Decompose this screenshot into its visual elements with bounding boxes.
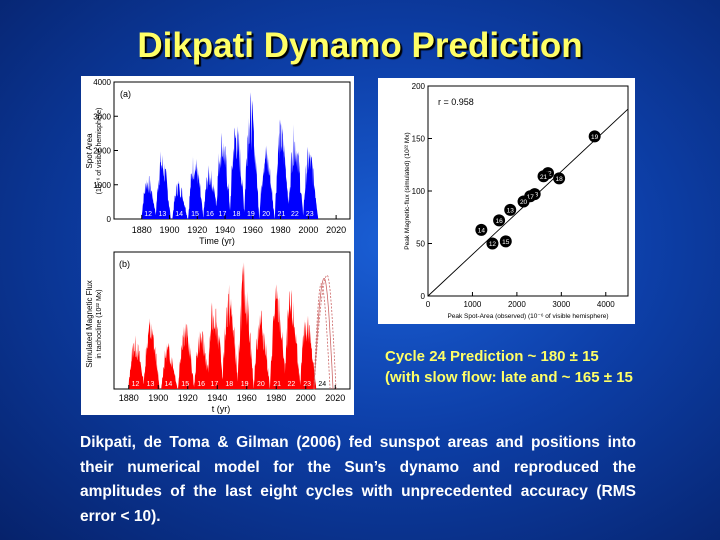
panel-a-ylabel-2: (10⁻⁶ of visible hemisphere): [96, 108, 103, 195]
cycle-label: 20: [257, 381, 265, 388]
scatter-ylabel: Peak Magnetic-flux (simulated) (10²² Mx): [404, 132, 411, 249]
cycle-label: 14: [164, 381, 172, 388]
scatter-point-label: 13: [507, 207, 515, 214]
x-tick-label: 1960: [237, 393, 257, 403]
scatter-point: [537, 170, 550, 183]
scatter-point: [517, 195, 530, 208]
time-series-figure: 1880 1900 1920 1940 1960 1980 2000 202001000200…: [85, 78, 351, 414]
y-tick-label: 3000: [93, 112, 111, 121]
scatter-point: [499, 235, 512, 248]
y-tick-label: 1000: [93, 181, 111, 190]
x-tick-label: 1980: [271, 225, 291, 235]
scatter-point: [493, 214, 506, 227]
cycle-label: 15: [191, 211, 199, 218]
y-tick-label: 200: [412, 82, 426, 91]
scatter-point-label: 21: [540, 174, 548, 181]
x-tick-label: 1960: [243, 225, 263, 235]
y-tick-label: 0: [421, 292, 426, 301]
scatter-point-label: 19: [591, 134, 599, 141]
panel-a-ylabel-1: Spot Area: [85, 133, 94, 169]
panel-b-ylabel-1: Simulated Magnetic Flux: [85, 280, 94, 368]
x-tick-label: 0: [426, 300, 431, 309]
scatter-point: [588, 130, 601, 143]
scatter-point-label: 15: [502, 239, 510, 246]
cycle-label: 18: [233, 211, 241, 218]
scatter-xlabel: Peak Spot-Area (observed) (10⁻⁶ of visib…: [447, 313, 608, 320]
panel-a-xlabel: Time (yr): [199, 236, 235, 246]
x-tick-label: 1920: [187, 225, 207, 235]
scatter-point: [553, 172, 566, 185]
cycle-label: 18: [225, 381, 233, 388]
cycle-label: 21: [273, 381, 281, 388]
x-tick-label: 2020: [326, 225, 346, 235]
cycle-label: 23: [306, 211, 314, 218]
cycle-label: 21: [278, 211, 286, 218]
y-tick-label: 0: [107, 215, 112, 224]
cycle-label: 12: [132, 381, 140, 388]
x-tick-label: 1940: [215, 225, 235, 235]
cycle-label: 22: [288, 381, 296, 388]
scatter-point: [486, 237, 499, 250]
x-tick-label: 2000: [296, 393, 316, 403]
cycle-label: 19: [247, 211, 255, 218]
cycle-label: 16: [197, 381, 205, 388]
observed-spot-area: [141, 92, 319, 219]
panel-b-label: (b): [119, 259, 130, 269]
y-tick-label: 2000: [93, 147, 111, 156]
x-tick-label: 4000: [597, 300, 615, 309]
y-tick-label: 50: [416, 240, 425, 249]
prediction-line-2: (with slow flow: late and ~ 165 ± 15: [385, 369, 633, 386]
x-tick-label: 3000: [552, 300, 570, 309]
x-tick-label: 2020: [325, 393, 345, 403]
cycle-label: 17: [211, 381, 219, 388]
scatter-point: [504, 203, 517, 216]
x-tick-label: 1940: [207, 393, 227, 403]
cycle-label: 23: [303, 381, 311, 388]
scatter-point-label: 12: [489, 241, 497, 248]
summary-text: Dikpati, de Toma & Gilman (2006) fed sun…: [80, 434, 636, 525]
cycle-label: 24: [318, 381, 326, 388]
x-tick-label: 1920: [178, 393, 198, 403]
cycle-label: 13: [158, 211, 166, 218]
scatter-annotation: r = 0.958: [438, 97, 474, 107]
scatter-point-label: 14: [478, 227, 486, 234]
cycle-label: 19: [241, 381, 249, 388]
x-tick-label: 1900: [148, 393, 168, 403]
scatter-point: [475, 223, 488, 236]
cycle-label: 13: [147, 381, 155, 388]
cycle-label: 22: [291, 211, 299, 218]
cycle-label: 12: [144, 211, 152, 218]
x-tick-label: 2000: [508, 300, 526, 309]
cycle-label: 20: [262, 211, 270, 218]
cycle-label: 16: [206, 211, 214, 218]
panel-b-ylabel-2: in tachocline (10²² Mx): [96, 289, 103, 358]
scatter-point-label: 17: [527, 194, 535, 201]
time-series-panel: 1880 1900 1920 1940 1960 1980 2000 2020 0 1000 200…: [81, 76, 354, 415]
prediction-curve: [313, 274, 337, 390]
scatter-point-label: 18: [555, 176, 563, 183]
y-tick-label: 150: [412, 135, 426, 144]
x-tick-label: 1000: [464, 300, 482, 309]
slide-title: Dikpati Dynamo Prediction: [137, 26, 583, 65]
prediction-line-1: Cycle 24 Prediction ~ 180 ± 15: [385, 348, 599, 365]
x-tick-label: 1900: [160, 225, 180, 235]
y-tick-label: 100: [412, 187, 426, 196]
y-tick-label: 4000: [93, 78, 111, 87]
scatter-point-label: 16: [495, 218, 503, 225]
prediction-curve: [313, 277, 334, 390]
simulated-flux: [128, 262, 317, 389]
cycle-label: 17: [219, 211, 227, 218]
scatter-point-label: 20: [520, 199, 528, 206]
x-tick-label: 1980: [266, 393, 286, 403]
x-tick-label: 2000: [298, 225, 318, 235]
x-tick-label: 1880: [119, 393, 139, 403]
cycle-label: 14: [175, 211, 183, 218]
panel-b-xlabel: t (yr): [212, 404, 231, 414]
x-tick-label: 1880: [132, 225, 152, 235]
panel-a-label: (a): [120, 89, 131, 99]
cycle-label: 15: [181, 381, 189, 388]
cycle-24-prediction: Cycle 24 Prediction ~ 180 ± 15 (with slo…: [385, 346, 685, 388]
